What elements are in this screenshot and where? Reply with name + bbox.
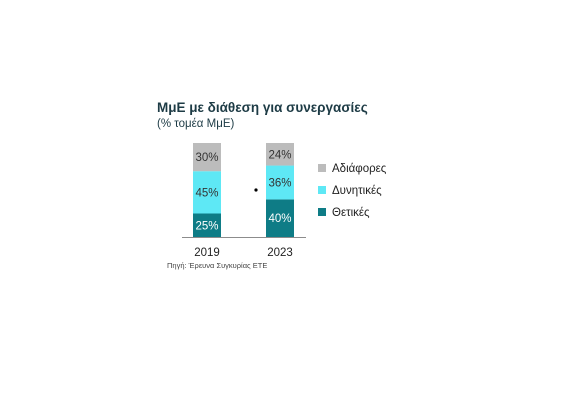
bar-segment (266, 165, 294, 200)
legend-swatch (318, 164, 326, 172)
chart-subtitle: (% τομέα ΜμΕ) (157, 118, 234, 130)
bar-value-label: 40% (268, 213, 291, 225)
bar-segment (266, 143, 294, 166)
legend-swatch (318, 186, 326, 194)
bar-value-label: 25% (195, 220, 218, 232)
bar-value-label: 45% (195, 187, 218, 199)
category-label: 2023 (267, 247, 293, 259)
legend-label: Θετικές (332, 207, 370, 219)
bar-segment (193, 143, 221, 172)
legend-label: Αδιάφορες (332, 163, 387, 175)
stray-dot-mark (254, 188, 258, 192)
legend-label: Δυνητικές (332, 185, 382, 197)
bar-segment (266, 199, 294, 237)
chart-title: ΜμΕ με διάθεση για συνεργασίες (157, 100, 368, 115)
bar-value-label: 36% (268, 177, 291, 189)
legend-swatch (318, 208, 326, 216)
bars-group: 25% 45% 30% 2019 40% 36% 24% 2023 (193, 143, 294, 259)
bar-segment (193, 213, 221, 237)
bar-value-label: 24% (268, 149, 291, 161)
bar-segment (193, 171, 221, 214)
bar-value-label: 30% (195, 152, 218, 164)
category-label: 2019 (194, 247, 220, 259)
legend: Αδιάφορες Δυνητικές Θετικές (318, 163, 387, 219)
source-note: Πηγή: Έρευνα Συγκυρίας ΕΤΕ (167, 261, 267, 270)
